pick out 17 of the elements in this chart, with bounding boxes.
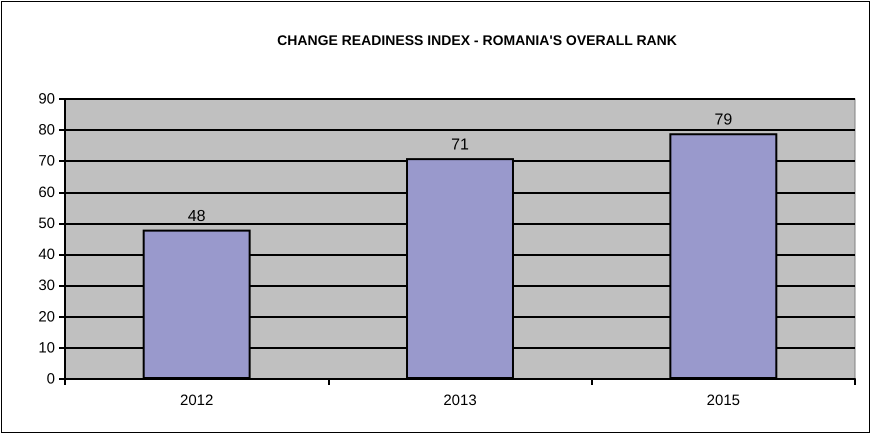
- y-tick-label: 40: [38, 246, 55, 264]
- chart-title: CHANGE READINESS INDEX - ROMANIA'S OVERALL RANK: [277, 32, 677, 48]
- y-tick-label: 30: [38, 277, 55, 294]
- y-tick-label: 60: [38, 184, 55, 201]
- x-tick-label: 2013: [443, 392, 477, 409]
- data-label: 79: [714, 112, 732, 129]
- y-tick-label: 80: [38, 122, 55, 139]
- y-tick-label: 10: [38, 339, 55, 356]
- y-tick-label: 90: [38, 90, 55, 108]
- y-tick-label: 50: [38, 214, 55, 232]
- y-tick-label: 70: [38, 152, 55, 170]
- y-tick-label: 0: [46, 370, 55, 388]
- data-label: 48: [188, 208, 206, 226]
- y-tick-label: 20: [38, 308, 55, 326]
- data-label: 71: [451, 136, 469, 154]
- x-tick-label: 2012: [180, 392, 214, 409]
- x-tick-label: 2015: [706, 392, 740, 409]
